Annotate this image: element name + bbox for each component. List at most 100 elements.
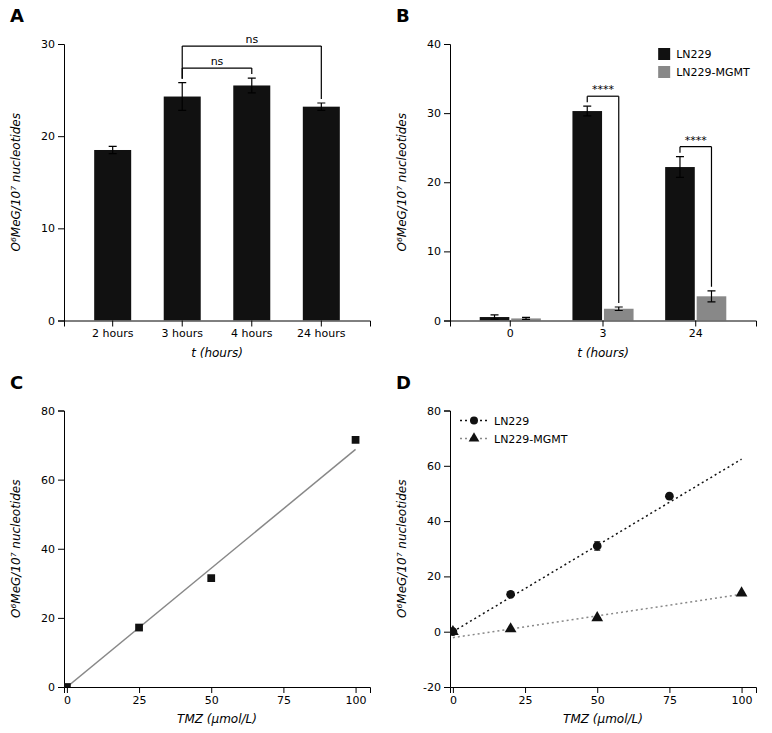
annotation: ns	[245, 33, 258, 46]
error-bar-cap	[583, 115, 591, 116]
y-axis-title: O⁶MeG/10⁷ nucleotides	[395, 113, 409, 251]
panel: -200204060800255075100LN229LN229-MGMTTMZ…	[395, 372, 757, 727]
plot-area: 0204060800255075100TMZ (μmol/L)O⁶MeG/10⁷…	[9, 405, 371, 726]
bracket-leg	[321, 46, 322, 99]
error-bar-cap	[522, 317, 530, 318]
panel: 010203040********0324LN229LN229-MGMTt (h…	[395, 5, 757, 360]
tick-mark	[453, 687, 454, 693]
x-axis-title: t (hours)	[577, 346, 629, 360]
error-bar-cap	[676, 156, 684, 157]
tick-label: 75	[663, 694, 677, 707]
fit-line	[67, 449, 356, 687]
panel: 0102030nsns2 hours3 hours4 hours24 hours…	[9, 5, 371, 360]
tick: 0	[507, 321, 514, 341]
point	[135, 624, 143, 632]
point	[506, 590, 515, 599]
tick-label: 0	[64, 694, 71, 707]
axis-line	[65, 321, 371, 327]
y-axis: 0102030	[41, 38, 65, 328]
tick: 30	[41, 38, 64, 51]
point	[665, 492, 674, 501]
error-bar-cap	[317, 110, 325, 111]
error-bar-cap	[522, 319, 530, 320]
tick-label: 0	[434, 626, 441, 639]
point	[591, 611, 603, 621]
fit-line	[453, 594, 742, 637]
tick-mark	[182, 321, 183, 327]
bar	[604, 309, 634, 321]
annotations: ********	[587, 83, 711, 303]
tick-label: 60	[427, 460, 441, 473]
tick-label: 25	[519, 694, 533, 707]
axis-line	[444, 411, 451, 688]
y-axis: 010203040	[427, 38, 451, 328]
bracket-leg	[251, 68, 252, 74]
point	[352, 436, 360, 444]
bar	[572, 111, 602, 320]
tick-label: 60	[41, 474, 55, 487]
tick-mark	[510, 321, 511, 327]
tick-label: 100	[346, 694, 367, 707]
bar	[303, 107, 340, 321]
error-bar-cap	[491, 314, 499, 315]
axis-line	[65, 688, 371, 694]
error-bar-stem	[112, 146, 113, 153]
tick: -20	[423, 681, 450, 694]
tick-mark	[444, 251, 450, 252]
x-axis-title: t (hours)	[191, 346, 243, 360]
tick-mark	[444, 632, 450, 633]
error-bar-stem	[321, 103, 322, 110]
bracket-leg	[587, 96, 588, 102]
y-axis-title: O⁶MeG/10⁷ nucleotides	[9, 480, 23, 618]
tick: 25	[133, 687, 147, 707]
x-axis: 0255075100	[450, 687, 757, 707]
tick-mark	[112, 321, 113, 327]
tick-mark	[444, 521, 450, 522]
error-bar-cap	[109, 153, 117, 154]
tick-label: 0	[434, 315, 441, 328]
tick: 0	[64, 687, 71, 707]
tick-label: 80	[427, 405, 441, 418]
tick-mark	[597, 687, 598, 693]
tick-label: 100	[732, 694, 753, 707]
tick-label: 2 hours	[92, 327, 134, 340]
tick-mark	[444, 576, 450, 577]
tick-mark	[58, 44, 64, 45]
tick: 3	[600, 321, 607, 341]
tick: 20	[427, 176, 450, 189]
bracket-leg	[679, 147, 680, 153]
error-bar-cap	[109, 146, 117, 147]
y-axis: -20020406080	[423, 405, 450, 695]
tick-mark	[58, 411, 64, 412]
tick: 40	[427, 38, 450, 51]
bracket-leg	[618, 96, 619, 303]
error-bar	[178, 83, 186, 111]
tick: 75	[663, 687, 677, 707]
legend-label: LN229-MGMT	[676, 66, 750, 79]
annotation: ****	[685, 134, 708, 147]
legend-swatch	[658, 66, 670, 78]
tick-label: 0	[48, 681, 55, 694]
x-axis-title: TMZ (μmol/L)	[563, 712, 643, 726]
tick-mark	[356, 687, 357, 693]
panel-title: B	[396, 5, 410, 26]
legend-label: LN229	[494, 415, 529, 428]
tick: 20	[41, 130, 64, 143]
axis-line	[58, 45, 65, 322]
y-axis-title: O⁶MeG/10⁷ nucleotides	[395, 480, 409, 618]
error-bar-cap	[317, 102, 325, 103]
legend-item: LN229-MGMT	[460, 432, 568, 445]
bar	[164, 97, 201, 321]
tick-label: 3	[600, 327, 607, 340]
tick-mark	[58, 687, 64, 688]
tick-label: 80	[41, 405, 55, 418]
plot-area: 0102030nsns2 hours3 hours4 hours24 hours…	[9, 33, 371, 359]
tick: 4 hours	[231, 321, 273, 341]
tick-label: 24	[689, 327, 703, 340]
tick-mark	[58, 549, 64, 550]
error-bar	[583, 106, 591, 116]
tick: 0	[434, 315, 450, 328]
legend-item: LN229	[460, 415, 529, 428]
tick-mark	[603, 321, 604, 327]
tick: 40	[427, 515, 450, 528]
